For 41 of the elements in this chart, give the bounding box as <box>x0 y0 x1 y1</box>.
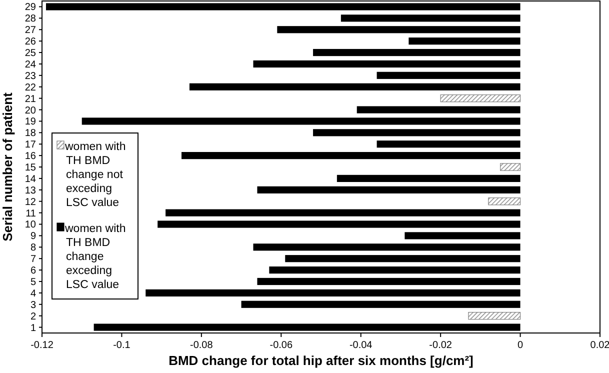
y-tick-label: 3 <box>30 300 36 311</box>
y-tick-label: 14 <box>24 174 36 185</box>
y-tick-label: 16 <box>24 151 36 162</box>
y-tick-label: 26 <box>24 36 36 48</box>
y-tick-label: 7 <box>30 254 36 266</box>
y-tick-label: 4 <box>30 288 36 300</box>
x-tick-label: 0 <box>518 340 524 351</box>
y-tick-label: 8 <box>30 242 36 254</box>
y-tick-label: 28 <box>24 14 36 25</box>
y-tick-label: 18 <box>24 128 36 140</box>
y-tick-label: 20 <box>24 105 36 116</box>
y-axis-title: Serial number of patient <box>0 92 15 242</box>
x-tick-label: 0.02 <box>590 340 609 351</box>
x-tick-label: -0.12 <box>30 340 54 351</box>
y-tick-label: 13 <box>24 185 36 196</box>
x-tick-label: -0.04 <box>349 340 373 351</box>
y-tick-label: 10 <box>24 220 36 231</box>
y-tick-label: 15 <box>24 162 36 174</box>
y-tick-label: 24 <box>24 59 36 70</box>
y-tick-label: 11 <box>26 208 36 220</box>
legend-label: women with TH BMD change not exceding LSC value <box>64 141 126 209</box>
y-tick-label: 27 <box>24 25 36 36</box>
x-tick-label: -0.02 <box>429 340 452 351</box>
y-tick-label: 19 <box>24 116 36 128</box>
y-tick-label: 5 <box>30 276 36 288</box>
y-tick-label: 22 <box>24 82 36 94</box>
y-tick-label: 17 <box>24 140 36 151</box>
x-tick-label: -0.1 <box>113 340 131 351</box>
x-tick-label: -0.08 <box>190 340 214 351</box>
y-tick-label: 9 <box>30 231 36 242</box>
y-tick-label: 12 <box>24 196 36 208</box>
y-tick-label: 1 <box>30 322 36 334</box>
x-tick-label: -0.06 <box>270 340 293 351</box>
legend-label: women with TH BMD change exceding LSC value <box>64 223 126 291</box>
y-tick-label: 25 <box>24 48 36 60</box>
y-tick-label: 6 <box>30 266 36 277</box>
y-tick-label: 21 <box>24 94 36 105</box>
y-tick-label: 29 <box>24 2 36 14</box>
y-tick-label: 2 <box>30 311 36 322</box>
x-axis-title: BMD change for total hip after six months [g/cm²] <box>168 353 474 368</box>
y-tick-label: 23 <box>24 70 36 82</box>
